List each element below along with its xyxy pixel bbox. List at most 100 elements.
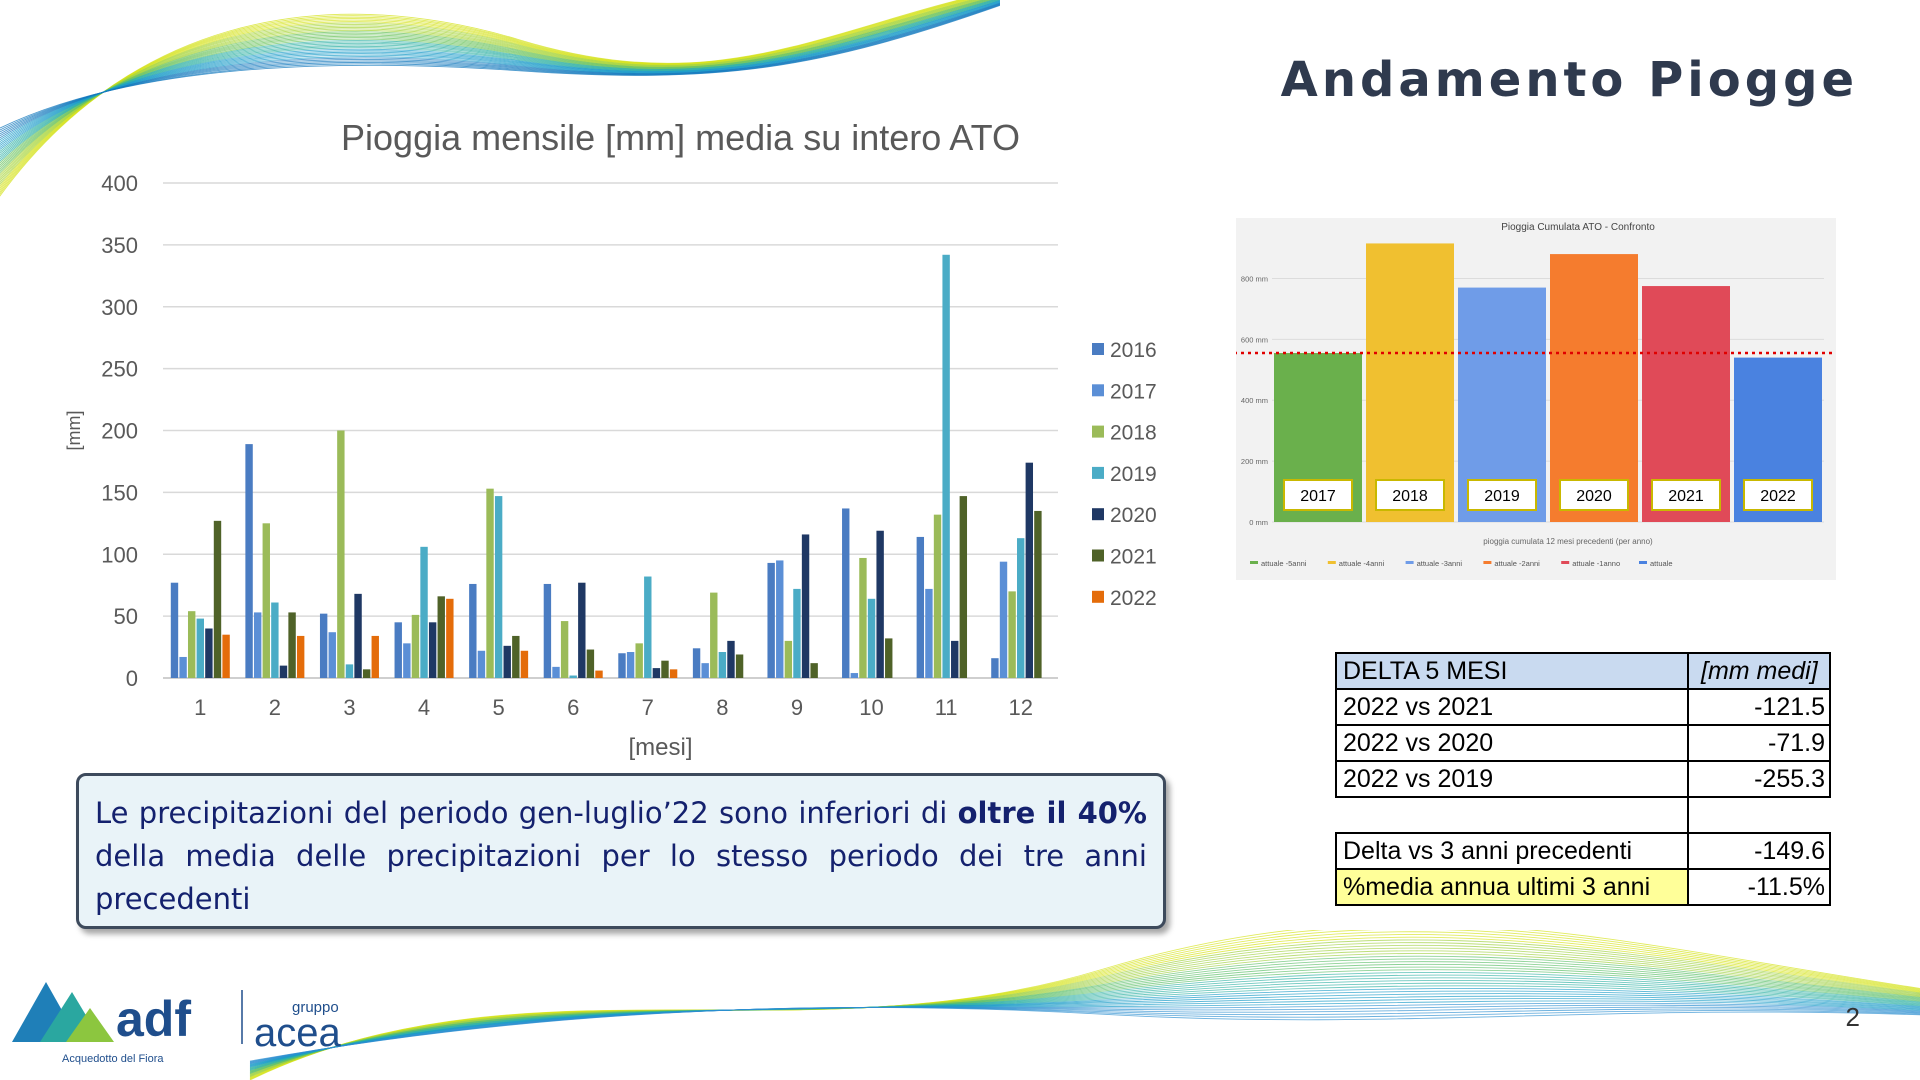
wave-line xyxy=(249,1007,1920,1062)
bar xyxy=(503,645,511,678)
bar xyxy=(701,663,709,678)
bar xyxy=(1550,254,1638,522)
delta-table: DELTA 5 MESI [mm medi] 2022 vs 2021 -121… xyxy=(1335,652,1831,906)
wave-line xyxy=(249,971,1920,1071)
bar xyxy=(543,583,552,678)
wave-line xyxy=(249,985,1920,1069)
bar xyxy=(170,582,179,678)
y-tick-label: 300 xyxy=(101,295,138,320)
year-label: 2022 xyxy=(1760,488,1796,505)
wave-line xyxy=(249,980,1920,1070)
bar xyxy=(626,652,635,678)
x-axis-label: [mesi] xyxy=(628,734,692,761)
wave-line xyxy=(249,1006,1920,1063)
bar xyxy=(916,536,925,678)
y-tick-label: 150 xyxy=(101,480,138,505)
legend-swatch xyxy=(1639,561,1647,564)
wave-line xyxy=(249,995,1920,1066)
bar xyxy=(850,673,859,678)
y-tick-label: 250 xyxy=(101,357,138,382)
bar xyxy=(420,546,428,678)
bar xyxy=(196,618,204,678)
wave-line xyxy=(249,1007,1920,1063)
wave-line xyxy=(249,963,1920,1073)
bar xyxy=(644,576,652,678)
table-row: 2022 vs 2019 -255.3 xyxy=(1335,760,1831,798)
year-label: 2019 xyxy=(1484,488,1520,505)
wave-line xyxy=(249,958,1920,1074)
bar xyxy=(253,612,262,678)
x-tick-label: 2 xyxy=(269,695,281,720)
bar xyxy=(578,582,586,678)
legend-label: attuale -1anno xyxy=(1572,559,1620,568)
wave-line xyxy=(249,977,1920,1070)
wave-line xyxy=(249,961,1920,1073)
logo-group-name: acea xyxy=(254,1011,341,1055)
bar xyxy=(288,612,296,678)
bar xyxy=(942,254,950,678)
bar xyxy=(437,596,445,678)
logo-group-label: gruppo xyxy=(292,999,339,1016)
bar xyxy=(635,643,643,678)
legend-label: 2022 xyxy=(1110,587,1157,610)
bar xyxy=(179,656,187,678)
legend-swatch xyxy=(1561,561,1570,564)
wave-line xyxy=(249,1002,1920,1065)
adf-acea-logo: adf Acquedotto del Fiora gruppo acea xyxy=(12,982,341,1065)
bar xyxy=(776,560,784,678)
y-tick-label: 600 mm xyxy=(1241,335,1268,344)
year-label-box xyxy=(1559,479,1629,511)
wave-line xyxy=(249,930,1920,1080)
bar xyxy=(784,640,793,678)
bar xyxy=(362,669,371,678)
legend-swatch xyxy=(1092,425,1104,438)
bar xyxy=(951,640,959,678)
monthly-rain-chart: Pioggia mensile [mm] media su intero ATO… xyxy=(64,117,1157,761)
bar xyxy=(354,593,362,678)
x-tick-label: 12 xyxy=(1008,695,1032,720)
y-tick-label: 0 mm xyxy=(1249,518,1268,527)
bar xyxy=(727,640,735,678)
cumulative-rain-chart-panel: Pioggia Cumulata ATO - Confronto 0 mm 200 … xyxy=(1236,218,1836,580)
y-tick-label: 200 mm xyxy=(1241,457,1268,466)
wave-line xyxy=(249,942,1920,1077)
wave-line xyxy=(249,930,1920,1080)
delta-header-unit: [mm medi] xyxy=(1687,652,1831,690)
chart-title: Pioggia Cumulata ATO - Confronto xyxy=(1501,222,1655,233)
legend-label: 2018 xyxy=(1110,422,1157,445)
wave-line xyxy=(249,998,1920,1066)
year-label-box xyxy=(1743,479,1813,511)
delta-row-value: -71.9 xyxy=(1687,724,1831,762)
logo-brand-text: adf xyxy=(116,991,191,1047)
bar xyxy=(661,660,669,678)
year-label: 2018 xyxy=(1392,488,1428,505)
wave-line xyxy=(249,1004,1920,1064)
bar xyxy=(586,649,595,678)
legend-label: attuale xyxy=(1650,559,1673,568)
legend-label: 2019 xyxy=(1110,463,1157,486)
x-tick-label: 8 xyxy=(716,695,728,720)
wave-line xyxy=(249,950,1920,1076)
x-tick-label: 4 xyxy=(418,695,430,720)
y-tick-label: 400 mm xyxy=(1241,396,1268,405)
table-row-spacer xyxy=(1336,796,1830,834)
bar xyxy=(735,654,744,678)
bar xyxy=(1017,538,1025,678)
bar xyxy=(552,666,560,678)
wave-line xyxy=(249,939,1920,1078)
bar xyxy=(477,650,486,678)
bar xyxy=(394,622,402,678)
bar xyxy=(933,514,942,678)
bar xyxy=(999,561,1008,678)
chart-title: Pioggia mensile [mm] media su intero ATO xyxy=(341,117,1020,158)
bar xyxy=(842,508,850,678)
x-tick-label: 5 xyxy=(493,695,505,720)
summary-callout: Le precipitazioni del periodo gen-luglio… xyxy=(76,773,1166,929)
bar xyxy=(512,635,520,678)
logo-brand-full-text: Acquedotto del Fiora xyxy=(62,1053,164,1065)
wave-line xyxy=(249,930,1920,1080)
bar xyxy=(810,663,818,678)
bar xyxy=(710,592,718,678)
slide-title: Andamento Piogge xyxy=(1280,52,1858,108)
wave-line xyxy=(249,974,1920,1071)
